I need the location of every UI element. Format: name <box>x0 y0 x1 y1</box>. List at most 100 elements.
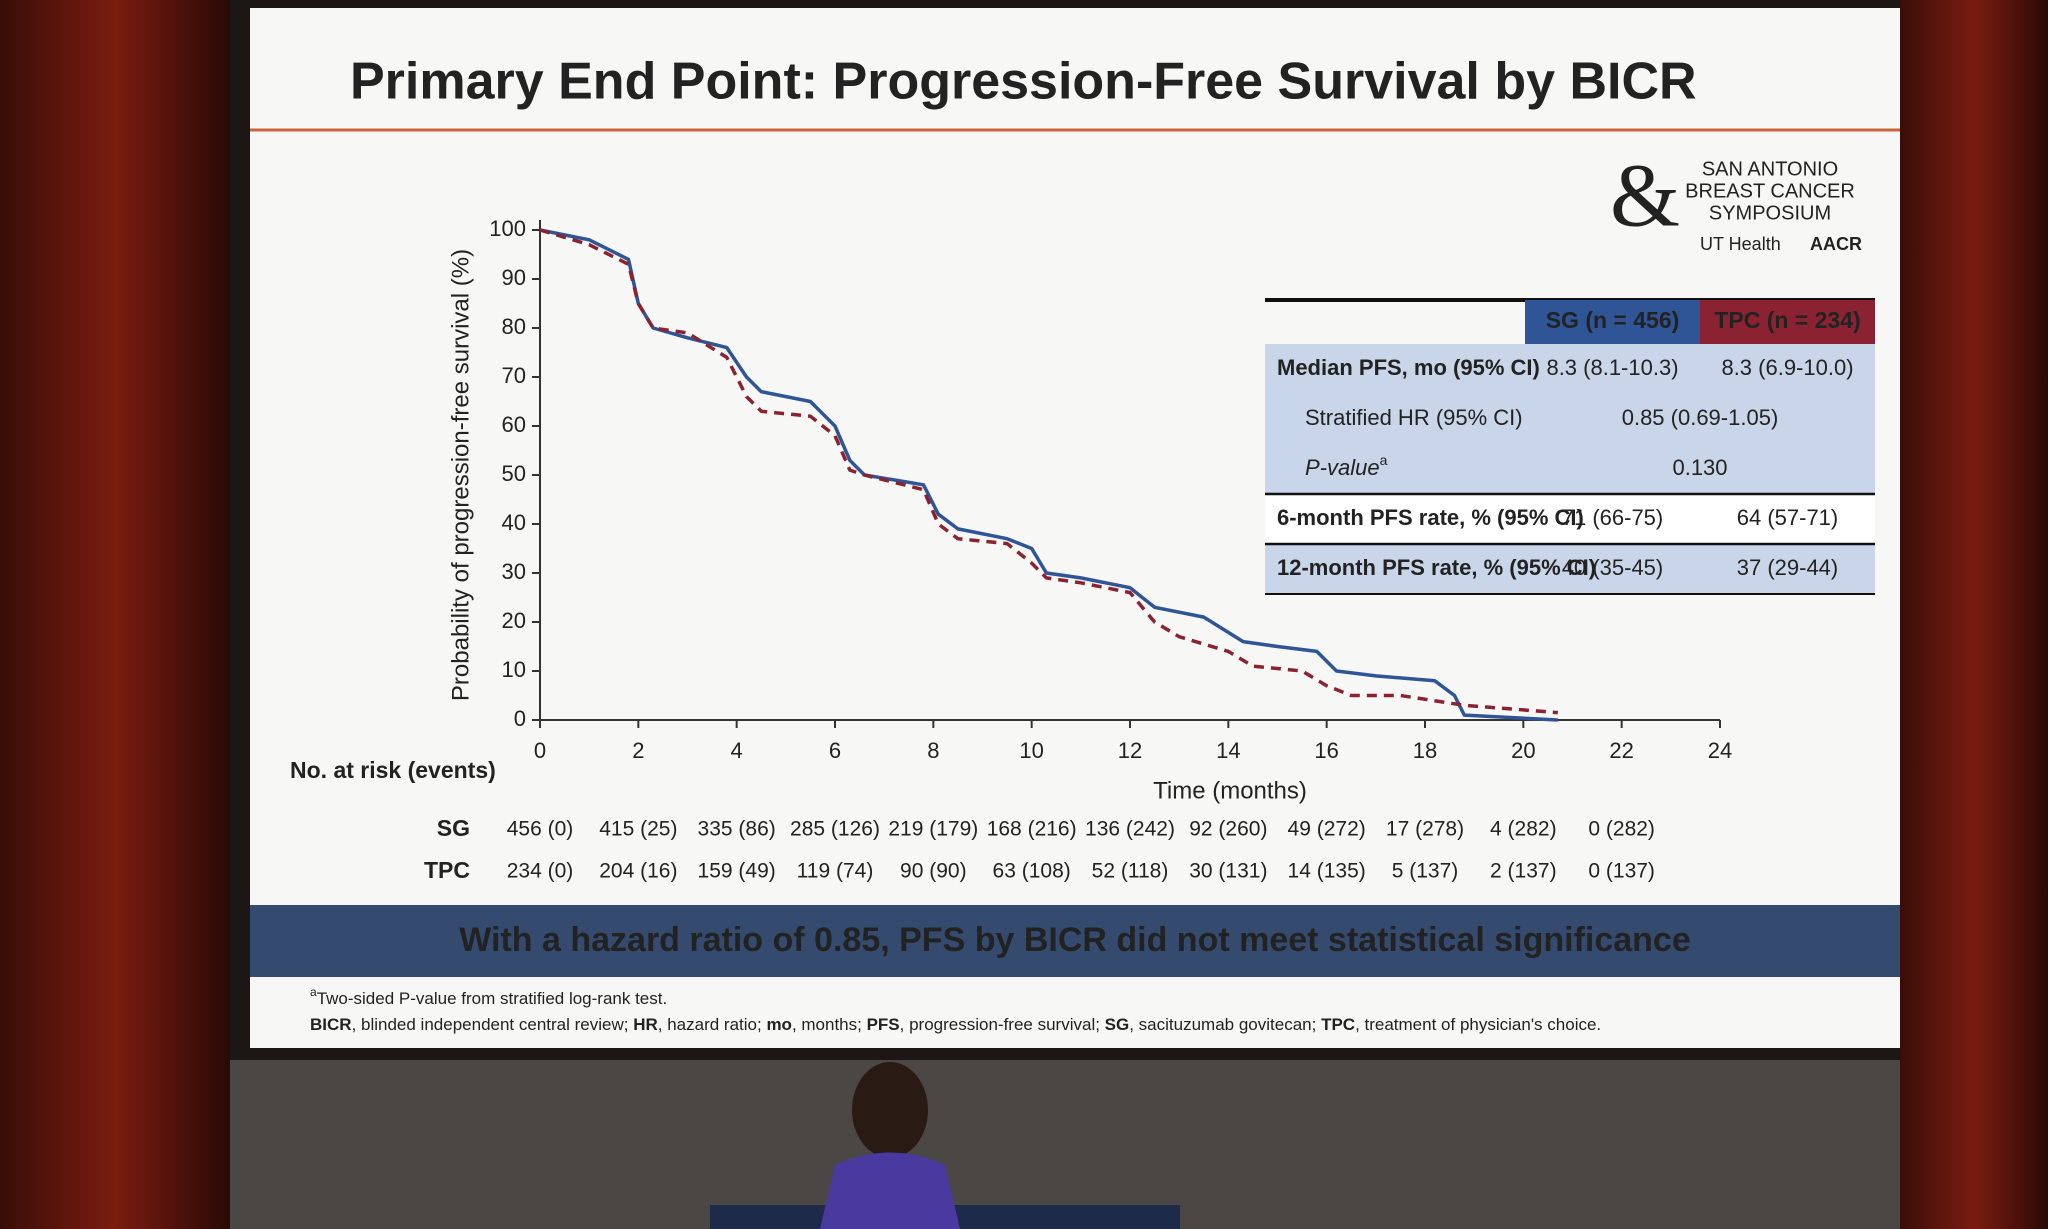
y-tick-label: 60 <box>502 412 526 437</box>
table-cell: 64 (57-71) <box>1737 505 1839 530</box>
table-row-label: P-valuea <box>1305 452 1388 480</box>
stage-drape <box>230 1060 1900 1229</box>
presenter-head <box>852 1062 928 1158</box>
abbreviation-term: TPC <box>1321 1015 1355 1034</box>
label-text: P-value <box>1305 455 1380 480</box>
risk-cell: 90 (90) <box>900 860 967 883</box>
x-tick-label: 10 <box>1019 738 1043 763</box>
curtain-left <box>0 0 230 1229</box>
risk-cell: 0 (137) <box>1588 860 1655 883</box>
table-cell: 0.130 <box>1672 455 1727 480</box>
logo-line: SAN ANTONIO <box>1702 158 1838 180</box>
footnote-marker: a <box>1380 452 1388 468</box>
risk-cell: 335 (86) <box>698 818 776 841</box>
label-text: Stratified HR (95% CI) <box>1305 405 1523 430</box>
x-tick-label: 6 <box>829 738 841 763</box>
y-axis-title: Probability of progression-free survival… <box>447 249 474 701</box>
risk-cell: 5 (137) <box>1392 860 1459 883</box>
curtain-right <box>1900 0 2048 1229</box>
y-tick-label: 0 <box>514 706 526 731</box>
series-line <box>539 228 1558 722</box>
risk-cell: 30 (131) <box>1189 860 1267 883</box>
table-header-cell <box>1525 300 1700 344</box>
risk-cell: 4 (282) <box>1490 818 1557 841</box>
risk-cell: 456 (0) <box>507 818 574 841</box>
abbreviation-term: HR <box>633 1015 658 1034</box>
series-line <box>539 228 1558 715</box>
x-tick-label: 2 <box>632 738 644 763</box>
abbreviation-term: PFS <box>867 1015 900 1034</box>
abbreviation-definition: , treatment of physician's choice. <box>1355 1015 1601 1034</box>
footnote-text: Two-sided P-value from stratified log-ra… <box>317 989 668 1008</box>
table-cell: 0.85 (0.69-1.05) <box>1622 405 1779 430</box>
x-tick-label: 12 <box>1118 738 1142 763</box>
risk-cell: 52 (118) <box>1092 860 1169 883</box>
risk-row-label: TPC <box>424 857 470 883</box>
table-cell: 40 (35-45) <box>1562 555 1664 580</box>
logo-mark: & <box>1610 147 1680 246</box>
abbreviation-term: mo <box>766 1015 792 1034</box>
table-header-cell <box>1700 300 1875 344</box>
risk-cell: 159 (49) <box>698 860 776 883</box>
x-tick-label: 18 <box>1413 738 1437 763</box>
y-tick-label: 40 <box>502 510 526 535</box>
risk-cell: 63 (108) <box>993 860 1071 883</box>
y-tick-label: 100 <box>489 216 526 241</box>
table-row-label: Stratified HR (95% CI) <box>1305 405 1523 430</box>
table-row-label: Median PFS, mo (95% CI) <box>1277 355 1540 380</box>
abbreviation-definition: , sacituzumab govitecan; <box>1129 1015 1321 1034</box>
x-tick-label: 22 <box>1609 738 1633 763</box>
table-cell: 8.3 (6.9-10.0) <box>1721 355 1853 380</box>
table-row-bg <box>1265 544 1875 594</box>
x-tick-label: 8 <box>927 738 939 763</box>
risk-cell: 219 (179) <box>888 818 978 841</box>
risk-cell: 49 (272) <box>1288 818 1366 841</box>
y-tick-label: 30 <box>502 559 526 584</box>
banner-text: With a hazard ratio of 0.85, PFS by BICR… <box>459 921 1691 959</box>
y-tick-label: 90 <box>502 265 526 290</box>
x-axis-title: Time (months) <box>1153 777 1307 804</box>
label-text: 12-month PFS rate, % (95% CI) <box>1277 555 1596 580</box>
risk-cell: 119 (74) <box>797 860 874 883</box>
table-row-label: 6-month PFS rate, % (95% CI) <box>1277 505 1584 530</box>
risk-cell: 285 (126) <box>790 818 880 841</box>
x-tick-label: 16 <box>1314 738 1338 763</box>
risk-cell: 204 (16) <box>599 860 677 883</box>
y-tick-label: 50 <box>502 461 526 486</box>
table-row-bg <box>1265 444 1875 494</box>
table-header: TPC (n = 234) <box>1714 307 1860 333</box>
x-tick-label: 4 <box>731 738 743 763</box>
label-text: Median PFS, mo (95% CI) <box>1277 355 1540 380</box>
abbreviation-definition: , progression-free survival; <box>900 1015 1105 1034</box>
risk-cell: 92 (260) <box>1189 818 1267 841</box>
table-row-bg <box>1265 394 1875 444</box>
table-row-label: 12-month PFS rate, % (95% CI) <box>1277 555 1596 580</box>
logo-line: BREAST CANCER <box>1685 180 1855 202</box>
logo-line: SYMPOSIUM <box>1709 202 1831 224</box>
x-tick-label: 0 <box>534 738 546 763</box>
y-tick-label: 10 <box>502 657 526 682</box>
y-tick-label: 70 <box>502 363 526 388</box>
logo-partner: UT Health <box>1700 234 1781 254</box>
risk-cell: 168 (216) <box>987 818 1077 841</box>
label-text: 6-month PFS rate, % (95% CI) <box>1277 505 1584 530</box>
table-header: SG (n = 456) <box>1546 307 1680 333</box>
table-cell: 71 (66-75) <box>1562 505 1664 530</box>
abbreviations: BICR, blinded independent central review… <box>310 1015 1601 1034</box>
risk-cell: 17 (278) <box>1386 818 1464 841</box>
footnote: aTwo-sided P-value from stratified log-r… <box>310 985 667 1008</box>
risk-cell: 0 (282) <box>1588 818 1655 841</box>
footnote-marker: a <box>310 985 317 999</box>
abbreviation-term: SG <box>1105 1015 1130 1034</box>
slide-title: Primary End Point: Progression-Free Surv… <box>350 53 1697 111</box>
y-tick-label: 20 <box>502 608 526 633</box>
risk-cell: 234 (0) <box>507 860 574 883</box>
risk-cell: 136 (242) <box>1085 818 1175 841</box>
risk-cell: 415 (25) <box>599 818 677 841</box>
abbreviation-definition: , hazard ratio; <box>658 1015 767 1034</box>
risk-title: No. at risk (events) <box>290 757 496 783</box>
x-tick-label: 14 <box>1216 738 1240 763</box>
slide-content: Primary End Point: Progression-Free Surv… <box>250 53 1900 1034</box>
table-cell: 37 (29-44) <box>1737 555 1839 580</box>
abbreviation-definition: , blinded independent central review; <box>352 1015 634 1034</box>
